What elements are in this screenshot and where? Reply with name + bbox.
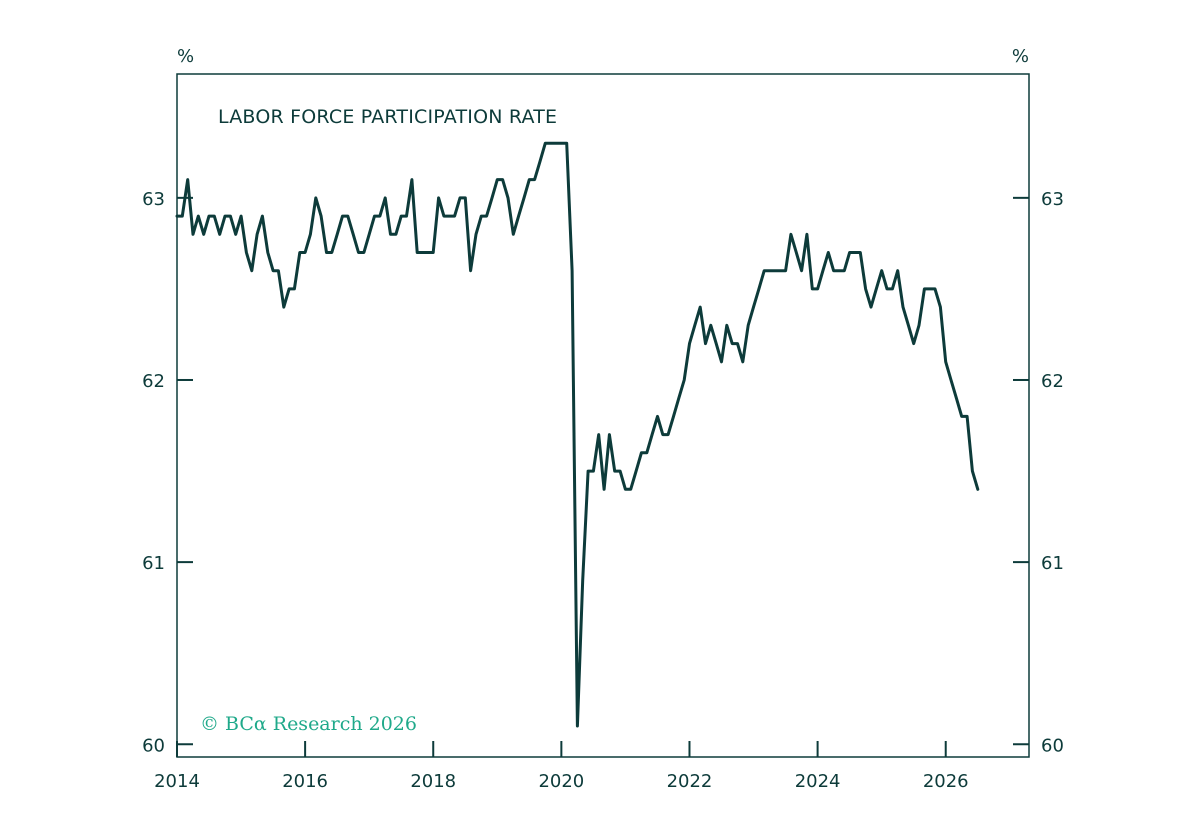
y-tick-label-left: 63 — [142, 189, 165, 210]
y-tick-label-right: 60 — [1041, 735, 1064, 756]
y-axis: 60 60 61 61 62 62 63 63 — [142, 189, 1064, 756]
right-axis-unit: % — [1012, 46, 1029, 67]
x-tick-label: 2018 — [410, 771, 456, 792]
series-line — [175, 141, 980, 728]
x-tick-label: 2022 — [667, 771, 713, 792]
left-axis-unit: % — [177, 46, 194, 67]
y-tick-label-right: 62 — [1041, 371, 1064, 392]
x-axis: 2014 2016 2018 2020 2022 2024 2026 — [154, 741, 969, 792]
y-tick-label-right: 61 — [1041, 553, 1064, 574]
x-tick-label: 2014 — [154, 771, 200, 792]
x-tick-label: 2016 — [282, 771, 328, 792]
x-tick-label: 2026 — [923, 771, 969, 792]
plot-frame — [176, 73, 1030, 758]
y-tick-label-left: 62 — [142, 371, 165, 392]
x-tick-label: 2020 — [538, 771, 584, 792]
y-tick-label-left: 60 — [142, 735, 165, 756]
y-tick-label-left: 61 — [142, 553, 165, 574]
watermark-text: © BCα Research 2026 — [200, 713, 417, 735]
chart-title: LABOR FORCE PARTICIPATION RATE — [218, 106, 557, 128]
series-layer — [175, 141, 980, 728]
y-tick-label-right: 63 — [1041, 189, 1064, 210]
x-tick-label: 2024 — [795, 771, 841, 792]
